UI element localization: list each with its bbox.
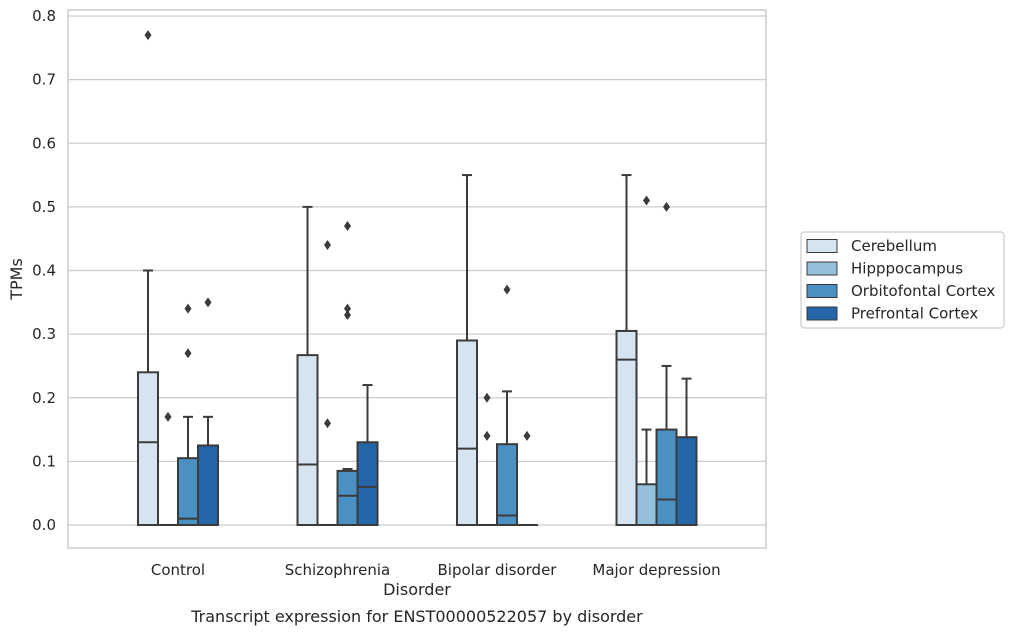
outlier-point <box>483 430 491 441</box>
y-tick-label: 0.6 <box>32 134 56 152</box>
x-tick-label: Major depression <box>592 561 720 579</box>
box <box>356 441 379 527</box>
y-tick-label: 0.7 <box>32 71 56 89</box>
box-plot-series <box>137 30 698 527</box>
chart-caption: Transcript expression for ENST0000052205… <box>190 607 643 626</box>
y-tick-label: 0.1 <box>32 452 56 470</box>
box <box>336 469 359 527</box>
outlier-point <box>344 303 351 314</box>
outlier-point <box>324 418 331 429</box>
y-tick-label: 0.3 <box>32 325 56 343</box>
outlier-point <box>184 348 192 359</box>
box <box>177 457 199 527</box>
outlier-point <box>483 392 491 403</box>
box <box>137 371 159 526</box>
y-tick-label: 0.0 <box>32 516 56 534</box>
legend-swatch <box>806 239 838 253</box>
legend-swatch <box>806 284 838 298</box>
outlier-point <box>324 240 331 251</box>
legend-swatch <box>806 306 838 321</box>
box <box>615 329 638 526</box>
legend-label: Hipppocampus <box>851 260 963 278</box>
legend-label: Orbitofontal Cortex <box>851 282 995 300</box>
box <box>675 436 698 527</box>
plot-frame <box>67 9 767 549</box>
box <box>655 428 678 526</box>
x-tick-label: Schizophrenia <box>285 561 390 579</box>
outlier-point <box>144 30 152 41</box>
y-tick-label: 0.5 <box>32 198 56 216</box>
outlier-point <box>643 195 650 206</box>
y-axis-ticks: 0.0 0.1 0.2 0.3 0.4 0.5 0.6 0.7 0.8 <box>32 7 56 534</box>
legend-label: Prefrontal Cortex <box>851 305 978 323</box>
outlier-point <box>344 220 351 231</box>
outlier-point <box>523 430 531 441</box>
y-axis-title: TPMs <box>7 258 26 301</box>
legend: Cerebellum Hipppocampus Orbitofontal Corte… <box>800 231 1005 329</box>
legend-frame <box>800 231 1005 329</box>
x-axis-title: Disorder <box>383 580 451 599</box>
legend-swatch <box>806 261 838 276</box>
x-tick-label: Control <box>151 561 205 579</box>
outlier-point <box>184 303 192 314</box>
outlier-point <box>663 201 670 212</box>
y-tick-label: 0.2 <box>32 389 56 407</box>
x-axis-ticks: Control Schizophrenia Bipolar disorder Majo… <box>151 561 721 579</box>
box <box>296 354 319 526</box>
box <box>456 339 478 526</box>
box <box>496 443 518 527</box>
legend-label: Cerebellum <box>851 237 937 255</box>
box <box>635 483 658 526</box>
outlier-point <box>204 297 212 308</box>
outlier-point <box>344 310 351 321</box>
x-tick-label: Bipolar disorder <box>438 561 558 579</box>
outlier-point <box>503 284 511 295</box>
y-tick-label: 0.8 <box>32 7 56 25</box>
outlier-point <box>164 411 172 422</box>
y-tick-label: 0.4 <box>32 262 56 280</box>
box <box>197 444 219 526</box>
